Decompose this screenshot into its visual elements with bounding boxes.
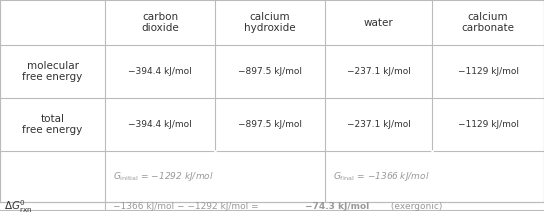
Text: (exergonic): (exergonic) xyxy=(387,202,442,211)
Text: calcium
carbonate: calcium carbonate xyxy=(461,12,515,33)
Text: −1366 kJ/mol − −1292 kJ/mol =: −1366 kJ/mol − −1292 kJ/mol = xyxy=(113,202,262,211)
Text: water: water xyxy=(363,17,393,27)
Text: calcium
hydroxide: calcium hydroxide xyxy=(244,12,296,33)
Text: −897.5 kJ/mol: −897.5 kJ/mol xyxy=(238,67,302,76)
Text: −74.3 kJ/mol: −74.3 kJ/mol xyxy=(305,202,369,211)
Text: $\Delta G^0_\mathrm{rxn}$: $\Delta G^0_\mathrm{rxn}$ xyxy=(4,198,32,215)
Text: molecular
free energy: molecular free energy xyxy=(22,61,83,82)
Text: −237.1 kJ/mol: −237.1 kJ/mol xyxy=(347,67,410,76)
Text: −237.1 kJ/mol: −237.1 kJ/mol xyxy=(347,120,410,129)
Text: −1129 kJ/mol: −1129 kJ/mol xyxy=(458,120,518,129)
Text: $G_\mathrm{initial}$ = −1292 kJ/mol: $G_\mathrm{initial}$ = −1292 kJ/mol xyxy=(113,170,214,183)
Text: total
free energy: total free energy xyxy=(22,114,83,135)
Text: −394.4 kJ/mol: −394.4 kJ/mol xyxy=(128,120,192,129)
Text: carbon
dioxide: carbon dioxide xyxy=(141,12,179,33)
Text: $G_\mathrm{final}$ = −1366 kJ/mol: $G_\mathrm{final}$ = −1366 kJ/mol xyxy=(333,170,430,183)
Text: −897.5 kJ/mol: −897.5 kJ/mol xyxy=(238,120,302,129)
Text: −394.4 kJ/mol: −394.4 kJ/mol xyxy=(128,67,192,76)
Text: −1129 kJ/mol: −1129 kJ/mol xyxy=(458,67,518,76)
